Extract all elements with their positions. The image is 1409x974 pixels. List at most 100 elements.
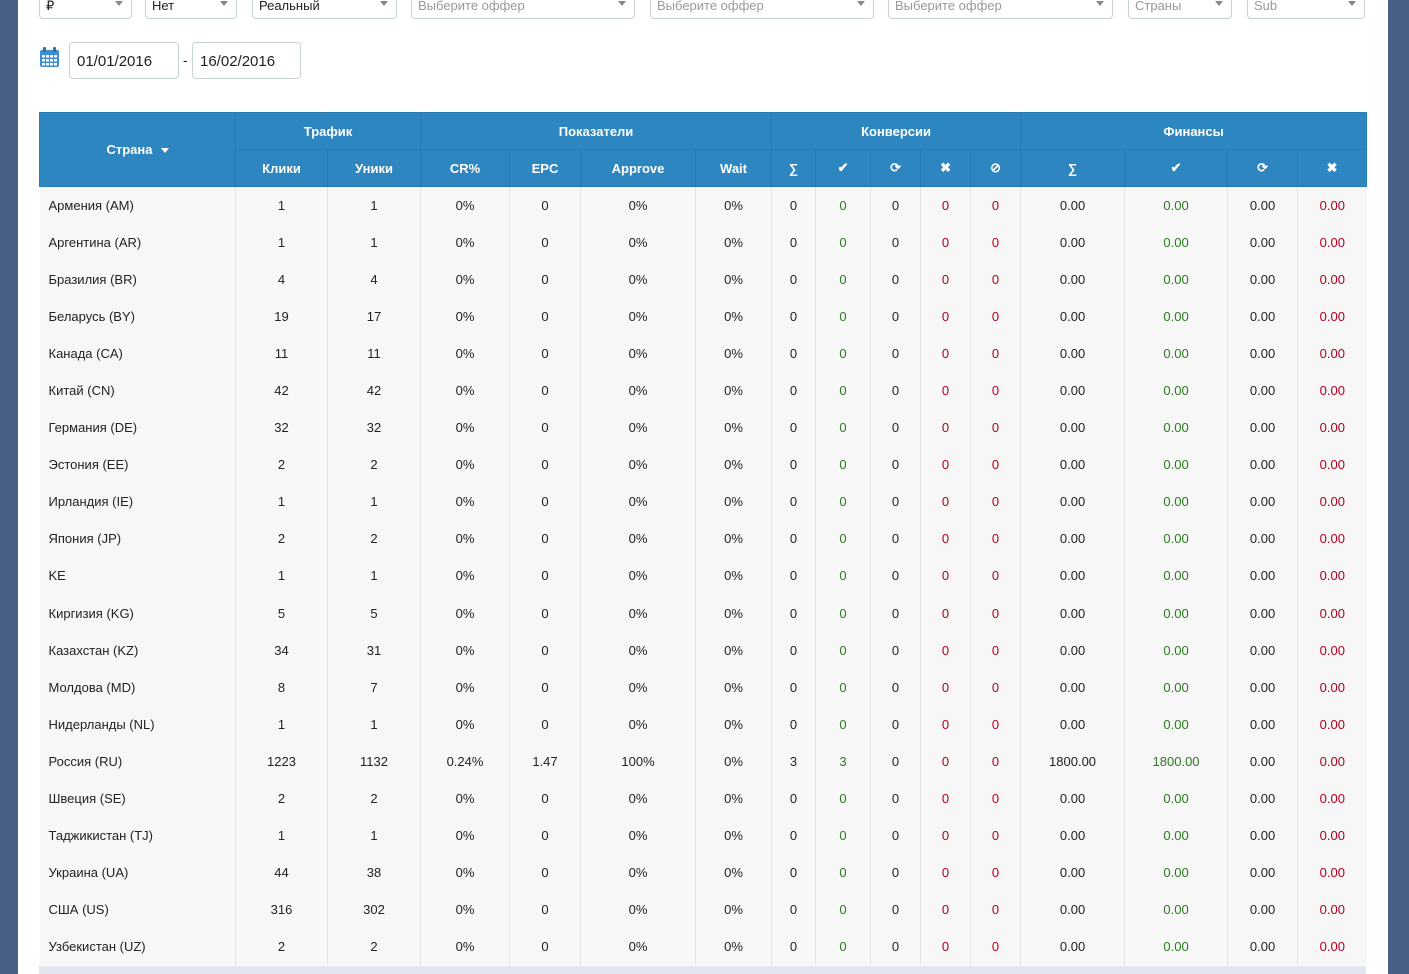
check-icon[interactable]: ✔ (1124, 149, 1229, 187)
value-cell: 5 (235, 594, 328, 632)
value-cell: 0 (870, 483, 921, 521)
value-cell: 0.00 (1297, 409, 1367, 447)
calendar-icon[interactable] (39, 46, 60, 68)
filter-select[interactable]: Реальный (252, 0, 397, 19)
value-cell: 0.00 (1227, 705, 1298, 743)
filter-select-value: Реальный (259, 0, 320, 13)
value-cell: 0.00 (1227, 668, 1298, 706)
country-cell: Украина (UA) (39, 854, 236, 892)
value-cell: 0 (970, 668, 1021, 706)
value-cell: 0 (815, 260, 871, 298)
value-cell: 0.00 (1227, 742, 1298, 780)
filter-select[interactable]: ₽ (39, 0, 132, 19)
value-cell: 0 (970, 705, 1021, 743)
filter-select[interactable]: Выберите оффер (888, 0, 1113, 19)
column-header[interactable]: EPC (509, 149, 581, 187)
conversions-group-header: Конверсии (771, 112, 1022, 150)
value-cell: 0 (870, 371, 921, 410)
value-cell: 0 (771, 594, 816, 632)
cross-icon[interactable]: ✖ (1297, 149, 1368, 187)
value-cell: 0 (970, 928, 1021, 966)
value-cell: 0 (815, 780, 871, 818)
country-cell: KE (39, 557, 236, 595)
table-row: Германия (DE) 32 32 0% 0 0% 0% 0 0 0 0 0 0.00 0.00 0.0… (39, 409, 1367, 447)
filter-select-value: Выберите оффер (418, 0, 525, 13)
refresh-icon[interactable]: ⟳ (1227, 149, 1299, 187)
stats-table: Страна Трафик Показатели Конверсии Финан… (39, 112, 1368, 966)
value-cell: 0 (920, 780, 971, 818)
value-cell: 11 (235, 334, 328, 372)
filter-select-value: ₽ (46, 0, 55, 13)
value-cell: 0% (694, 742, 772, 780)
value-cell: 0% (420, 186, 510, 224)
table-row: Россия (RU) 1223 1132 0.24% 1.47 100% 0% 3 3 0 0 0 1… (39, 742, 1367, 780)
sum-icon[interactable]: ∑ (771, 149, 817, 187)
value-cell: 0 (815, 557, 871, 595)
value-cell: 0 (771, 780, 816, 818)
country-cell: Ирландия (IE) (39, 483, 236, 521)
column-header[interactable]: Клики (235, 149, 328, 187)
value-cell: 0 (771, 631, 816, 669)
sort-country-header[interactable]: Страна (39, 112, 236, 187)
value-cell: 1800.00 (1020, 742, 1125, 780)
blocked-icon[interactable]: ⊘ (970, 149, 1022, 187)
value-cell: 0 (771, 817, 816, 855)
value-cell: 0% (694, 854, 772, 892)
value-cell: 0% (580, 817, 696, 855)
table-row: Китай (CN) 42 42 0% 0 0% 0% 0 0 0 0 0 0.00 0.00 0.00 0.… (39, 371, 1367, 410)
country-cell: Киргизия (KG) (39, 594, 236, 632)
date-from-input[interactable]: 01/01/2016 (69, 42, 179, 79)
value-cell: 2 (235, 446, 328, 484)
column-header[interactable]: CR% (420, 149, 510, 187)
value-cell: 0% (420, 409, 510, 447)
value-cell: 1 (235, 705, 328, 743)
filter-select[interactable]: Выберите оффер (650, 0, 874, 19)
value-cell: 0 (771, 483, 816, 521)
dropdown-arrow-icon (220, 1, 228, 6)
dropdown-arrow-icon (618, 1, 626, 6)
country-cell: Эстония (EE) (39, 446, 236, 484)
value-cell: 0.00 (1227, 297, 1298, 335)
value-cell: 0 (870, 223, 921, 261)
column-header[interactable]: Approve (580, 149, 696, 187)
table-row: Молдова (MD) 8 7 0% 0 0% 0% 0 0 0 0 0 0.00 0.00 0.00 0.… (39, 668, 1367, 706)
value-cell: 0% (580, 483, 696, 521)
value-cell: 0% (420, 928, 510, 966)
value-cell: 0.00 (1227, 817, 1298, 855)
check-icon[interactable]: ✔ (815, 149, 872, 187)
column-header[interactable]: Wait (694, 149, 773, 187)
value-cell: 0% (694, 817, 772, 855)
refresh-icon[interactable]: ⟳ (870, 149, 922, 187)
value-cell: 0.00 (1227, 334, 1298, 372)
value-cell: 0% (694, 334, 772, 372)
filter-select[interactable]: Нет (145, 0, 237, 19)
filter-select[interactable]: Выберите оффер (411, 0, 635, 19)
table-row: Бразилия (BR) 4 4 0% 0 0% 0% 0 0 0 0 0 0.00 0.00 0.00 0… (39, 260, 1367, 298)
cross-icon[interactable]: ✖ (920, 149, 972, 187)
value-cell: 0.00 (1297, 631, 1367, 669)
table-row: Швеция (SE) 2 2 0% 0 0% 0% 0 0 0 0 0 0.00 0.00 0.00 0.0… (39, 780, 1367, 818)
sum-icon[interactable]: ∑ (1020, 149, 1126, 187)
table-row: Нидерланды (NL) 1 1 0% 0 0% 0% 0 0 0 0 0 0.00 0.00 0.0… (39, 705, 1367, 743)
value-cell: 0% (580, 891, 696, 929)
value-cell: 0.00 (1020, 668, 1125, 706)
date-to-input[interactable]: 16/02/2016 (192, 42, 301, 79)
table-row: Таджикистан (TJ) 1 1 0% 0 0% 0% 0 0 0 0 0 0.00 0.00 0.… (39, 817, 1367, 855)
filter-select[interactable]: Страны (1128, 0, 1232, 19)
value-cell: 1 (235, 186, 328, 224)
value-cell: 8 (235, 668, 328, 706)
value-cell: 0 (970, 297, 1021, 335)
value-cell: 38 (327, 854, 421, 892)
value-cell: 0.00 (1297, 854, 1367, 892)
value-cell: 0.00 (1297, 780, 1367, 818)
value-cell: 0 (815, 668, 871, 706)
value-cell: 0 (771, 705, 816, 743)
filter-select[interactable]: Sub (1247, 0, 1365, 19)
value-cell: 0 (870, 334, 921, 372)
value-cell: 0.00 (1020, 334, 1125, 372)
value-cell: 0% (580, 260, 696, 298)
value-cell: 0.00 (1227, 371, 1298, 410)
value-cell: 0% (694, 928, 772, 966)
value-cell: 0 (970, 409, 1021, 447)
column-header[interactable]: Уники (327, 149, 421, 187)
